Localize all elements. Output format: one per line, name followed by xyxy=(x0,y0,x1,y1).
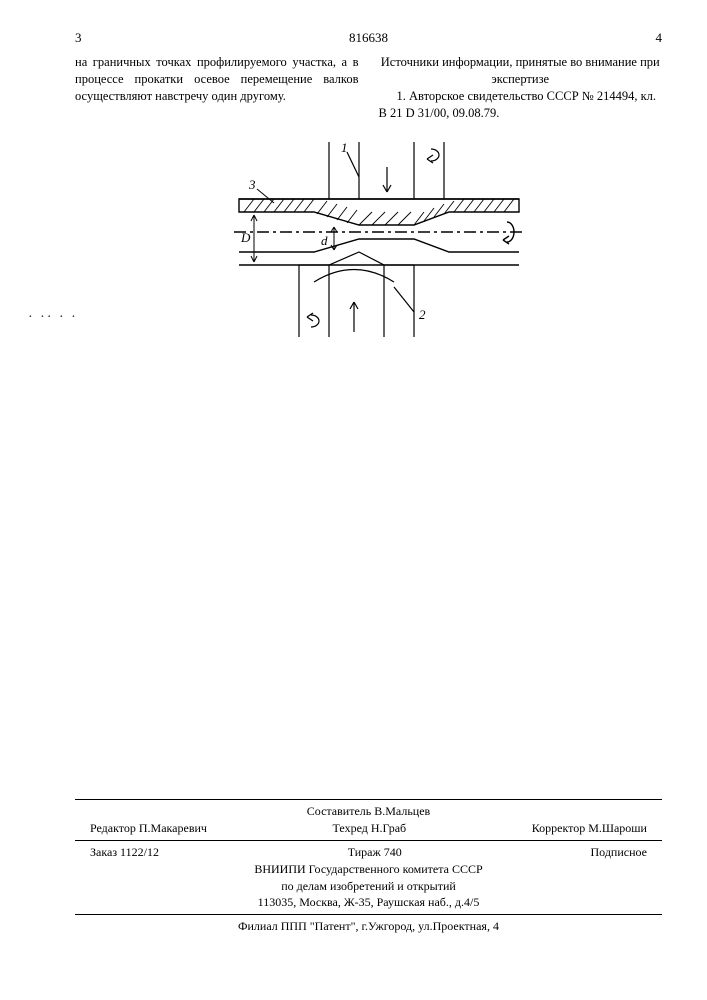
label-1: 1 xyxy=(341,140,348,155)
order-label: Заказ 1122/12 xyxy=(90,844,159,861)
footer-credits-row: Редактор П.Макаревич Техред Н.Граб Корре… xyxy=(75,820,662,837)
left-column-text: на граничных точках профилируемого участ… xyxy=(75,55,359,103)
editor-label: Редактор П.Макаревич xyxy=(90,820,207,837)
label-d: d xyxy=(321,233,328,248)
address-line: 113035, Москва, Ж-35, Раушская наб., д.4… xyxy=(75,894,662,911)
body-columns: на граничных точках профилируемого участ… xyxy=(75,54,662,122)
footer-order-row: Заказ 1122/12 Тираж 740 Подписное xyxy=(75,844,662,861)
left-column: на граничных точках профилируемого участ… xyxy=(75,54,359,122)
org-line-2: по делам изобретений и открытий xyxy=(75,878,662,895)
right-column: Источники информации, принятые во вниман… xyxy=(379,54,663,122)
compiler-line: Составитель В.Мальцев xyxy=(75,803,662,820)
label-3: 3 xyxy=(248,177,256,192)
header-row: 3 816638 4 xyxy=(75,30,662,46)
org-line-1: ВНИИПИ Государственного комитета СССР xyxy=(75,861,662,878)
branch-line: Филиал ППП "Патент", г.Ужгород, ул.Проек… xyxy=(75,918,662,935)
document-number: 816638 xyxy=(349,30,388,46)
label-2: 2 xyxy=(419,307,426,322)
page-number-right: 4 xyxy=(656,30,663,46)
footer-block: Составитель В.Мальцев Редактор П.Макарев… xyxy=(75,796,662,935)
stray-dots: · ·· · · xyxy=(28,310,78,326)
circulation-label: Тираж 740 xyxy=(348,844,402,861)
footer-rule-3 xyxy=(75,914,662,915)
footer-rule-1 xyxy=(75,799,662,800)
corrector-label: Корректор М.Шароши xyxy=(532,820,647,837)
right-column-reference: 1. Авторское свидетельство СССР № 214494… xyxy=(379,88,663,122)
right-column-heading: Источники информации, принятые во вниман… xyxy=(379,54,663,88)
figure-area: 1 xyxy=(75,137,662,347)
label-D: D xyxy=(240,230,251,245)
technical-diagram: 1 xyxy=(199,137,539,347)
page-number-left: 3 xyxy=(75,30,82,46)
footer-rule-2 xyxy=(75,840,662,841)
subscription-label: Подписное xyxy=(591,844,648,861)
techred-label: Техред Н.Граб xyxy=(333,820,407,837)
